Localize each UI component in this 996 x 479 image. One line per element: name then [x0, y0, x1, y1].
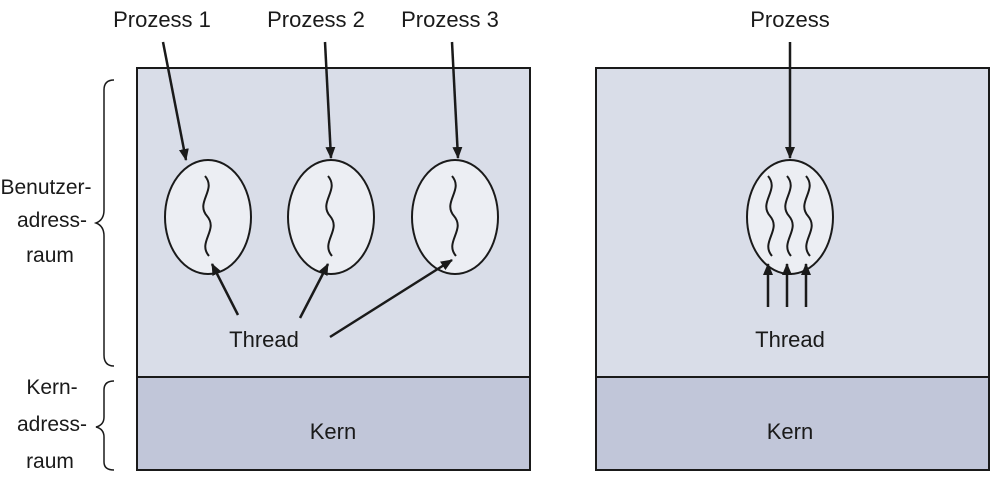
thread-squiggle-center [784, 175, 794, 257]
user-space-label-line-2: adress- [17, 209, 87, 232]
user-space-brace [93, 79, 115, 367]
process-1-label: Prozess 1 [113, 7, 211, 32]
thread-3-arrow [329, 258, 453, 339]
user-space-label-line-1: Benutzer- [0, 176, 91, 199]
left-kernel-space [136, 376, 531, 471]
right-kernel-space [595, 376, 990, 471]
thread-2-arrow [298, 263, 330, 319]
thread-squiggle-right [803, 175, 813, 257]
process-label: Prozess [750, 7, 829, 32]
kernel-space-label-line-2: adress- [17, 413, 87, 436]
user-space-label-line-3: raum [26, 244, 74, 267]
process-3-label: Prozess 3 [401, 7, 499, 32]
right-panel: Kern Prozess Thread [595, 7, 990, 471]
thread-squiggle-left [765, 175, 775, 257]
thread-1-arrow [210, 263, 240, 316]
process-2-label: Prozess 2 [267, 7, 365, 32]
right-thread-label: Thread [755, 327, 825, 352]
side-labels: Benutzer- adress- raum Kern- adress- rau… [0, 79, 115, 473]
process-3-arrow [450, 41, 463, 159]
kernel-space-brace [95, 380, 115, 471]
thread-3-squiggle [449, 175, 459, 257]
process-1-arrow [161, 41, 189, 161]
right-kernel-label: Kern [767, 419, 813, 444]
kernel-space-label-line-1: Kern- [26, 376, 77, 399]
thread-2-squiggle [325, 175, 335, 257]
thread-1-squiggle [202, 175, 212, 257]
left-panel: Kern Prozess 1 Prozess 2 Prozess 3 Threa… [113, 7, 531, 471]
process-2-arrow [323, 41, 336, 159]
kernel-space-label-line-3: raum [26, 450, 74, 473]
left-kernel-label: Kern [310, 419, 356, 444]
left-thread-label: Thread [229, 327, 299, 352]
